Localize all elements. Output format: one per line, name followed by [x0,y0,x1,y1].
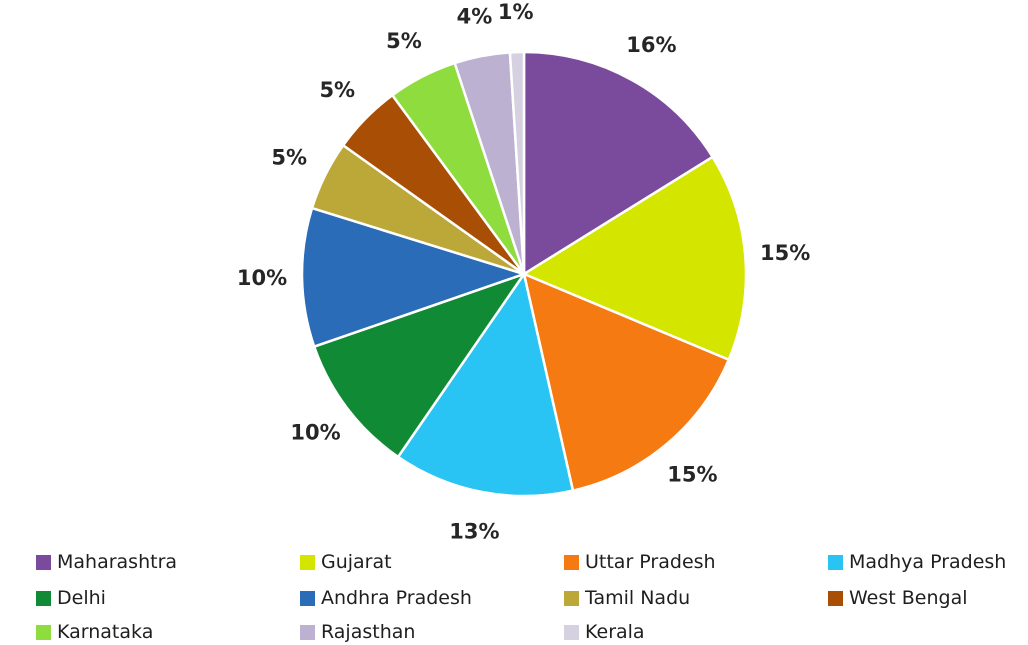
pie-slice-kerala [508,50,526,275]
legend-swatch [564,590,579,606]
legend-item-west-bengal: West Bengal [828,585,968,611]
legend-item-madhya-pradesh: Madhya Pradesh [828,549,1006,575]
value-label-madhya-pradesh: 13% [449,519,499,540]
legend-item-delhi: Delhi [36,585,106,611]
pie-slice-gujarat [521,155,748,362]
value-label-rajasthan: 4% [457,5,493,29]
legend-label: Karnataka [57,621,154,643]
pie-slice-madhya-pradesh [396,270,575,498]
legend-label: Uttar Pradesh [585,551,716,573]
legend-swatch [564,554,579,570]
legend-label: Gujarat [321,551,392,573]
value-label-maharashtra: 16% [626,33,676,57]
legend-item-rajasthan: Rajasthan [300,619,415,645]
legend-swatch [828,554,843,570]
pie-chart: 16% 15% 15% 13% 10% 10% 5% 5% 5% 4% 1% [237,0,810,540]
legend-item-karnataka: Karnataka [36,619,153,645]
legend-label: Andhra Pradesh [321,587,472,609]
pie-value-labels: 16% 15% 15% 13% 10% 10% 5% 5% 5% 4% 1% [237,0,810,540]
pie-slice-uttar-pradesh [522,271,731,493]
legend-swatch [36,590,51,606]
legend-item-uttar-pradesh: Uttar Pradesh [564,549,716,575]
legend-item-maharashtra: Maharashtra [36,549,177,575]
legend-swatch [36,554,51,570]
legend-swatch [300,554,315,570]
legend-label: Rajasthan [321,621,416,643]
legend-label: Tamil Nadu [585,587,691,609]
value-label-uttar-pradesh: 15% [667,463,717,487]
value-label-tamil-nadu: 5% [271,146,307,170]
legend-swatch [300,590,315,606]
pie-slices [300,50,748,498]
value-label-karnataka: 5% [386,29,422,53]
pie-slice-andhra-pradesh [300,206,529,349]
pie-slice-delhi [312,271,528,459]
value-label-gujarat: 15% [760,241,810,265]
legend-label: Kerala [585,621,645,643]
legend-swatch [828,590,843,606]
value-label-west-bengal: 5% [319,78,355,102]
legend-swatch [300,624,315,640]
pie-slice-maharashtra [522,50,715,277]
legend-item-tamil-nadu: Tamil Nadu [564,585,690,611]
value-label-kerala: 1% [498,0,534,24]
legend-item-kerala: Kerala [564,619,645,645]
legend-swatch [564,624,579,640]
legend-label: Madhya Pradesh [849,551,1007,573]
value-label-andhra-pradesh: 10% [237,266,287,290]
legend-swatch [36,624,51,640]
legend-item-andhra-pradesh: Andhra Pradesh [300,585,472,611]
legend-label: Delhi [57,587,106,609]
legend-item-gujarat: Gujarat [300,549,392,575]
value-label-delhi: 10% [290,421,340,445]
legend-label: Maharashtra [57,551,178,573]
legend-label: West Bengal [849,587,968,609]
